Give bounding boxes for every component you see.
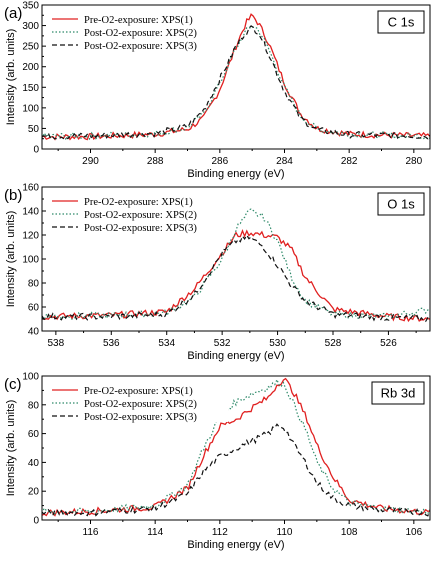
panel-1: (a) 0 50 100 150 200 250 300 350 290 288 286 284 282 2… [4, 1, 431, 180]
y-tick-label: 100 [22, 255, 39, 266]
series-line-3 [42, 423, 430, 517]
legend: Pre-O2-exposure: XPS(1) Post-O2-exposure:… [48, 9, 228, 52]
core-level-box [377, 10, 425, 34]
core-level-box [371, 381, 425, 405]
x-tick-label: 530 [269, 338, 286, 349]
legend-label-1: Pre-O2-exposure: XPS(1) [84, 15, 193, 26]
x-tick-label: 284 [276, 156, 293, 167]
x-axis-title: Binding energy (eV) [187, 539, 284, 551]
y-tick-label: 350 [22, 1, 39, 12]
x-tick-label: 536 [103, 338, 120, 349]
core-level-box [377, 192, 425, 216]
x-tick-label: 280 [405, 156, 422, 167]
x-tick-label: 526 [380, 338, 397, 349]
y-tick-label: 20 [28, 487, 40, 498]
legend: Pre-O2-exposure: XPS(1) Post-O2-exposure:… [48, 380, 228, 423]
y-tick-label: 100 [22, 372, 39, 383]
legend-label-3: Post-O2-exposure: XPS(3) [84, 41, 197, 52]
core-level-label: C 1s [388, 15, 415, 30]
series-line-1 [42, 229, 430, 323]
y-tick-label: 140 [22, 207, 39, 218]
x-tick-label: 290 [82, 156, 99, 167]
y-tick-label: 150 [22, 83, 39, 94]
core-level-label: O 1s [387, 197, 415, 212]
y-tick-label: 160 [22, 183, 39, 194]
series-group [42, 377, 430, 517]
x-tick-label: 282 [341, 156, 358, 167]
y-tick-label: 50 [28, 124, 40, 135]
y-tick-label: 40 [28, 327, 40, 338]
legend-label-2: Post-O2-exposure: XPS(2) [84, 28, 197, 39]
series-line-1 [42, 377, 430, 517]
legend-label-2: Post-O2-exposure: XPS(2) [84, 399, 197, 410]
legend-label-3: Post-O2-exposure: XPS(3) [84, 412, 197, 423]
y-axis-title: Intensity (arb. units) [5, 29, 17, 126]
y-tick-label: 60 [28, 303, 40, 314]
series-line-2 [42, 378, 430, 515]
series-line-3 [42, 25, 430, 140]
legend-background [48, 191, 228, 233]
y-tick-label: 80 [28, 279, 40, 290]
panel-label: (c) [4, 376, 22, 393]
series-group [42, 208, 430, 323]
legend-label-3: Post-O2-exposure: XPS(3) [84, 223, 197, 234]
legend-label-1: Pre-O2-exposure: XPS(1) [84, 197, 193, 208]
panel-label: (a) [4, 5, 22, 22]
x-tick-label: 106 [405, 527, 422, 538]
y-tick-label: 200 [22, 62, 39, 73]
panel-label: (b) [4, 187, 22, 204]
legend-label-1: Pre-O2-exposure: XPS(1) [84, 386, 193, 397]
legend-label-2: Post-O2-exposure: XPS(2) [84, 210, 197, 221]
x-tick-label: 112 [212, 527, 228, 538]
series-group [42, 13, 430, 141]
y-tick-label: 60 [28, 429, 40, 440]
panel-2: (b) 40 60 80 100 120 140 160 538 536 534 532 530 528 5… [4, 183, 431, 362]
y-tick-label: 0 [33, 516, 39, 527]
x-tick-label: 534 [158, 338, 175, 349]
y-tick-label: 0 [33, 145, 39, 156]
y-tick-label: 250 [22, 42, 39, 53]
x-tick-label: 108 [341, 527, 358, 538]
y-axis-title: Intensity (arb. units) [5, 211, 17, 308]
y-axis-title: Intensity (arb. units) [5, 400, 17, 497]
x-axis-title: Binding energy (eV) [187, 168, 284, 180]
y-tick-label: 40 [28, 458, 40, 469]
core-level-label: Rb 3d [381, 386, 416, 401]
x-axis-title: Binding energy (eV) [187, 350, 284, 362]
x-tick-label: 528 [325, 338, 342, 349]
x-tick-label: 286 [211, 156, 228, 167]
y-tick-label: 300 [22, 21, 39, 32]
x-tick-label: 116 [83, 527, 99, 538]
x-tick-label: 114 [147, 527, 163, 538]
legend: Pre-O2-exposure: XPS(1) Post-O2-exposure:… [48, 191, 228, 234]
x-tick-label: 532 [214, 338, 231, 349]
legend-background [48, 380, 228, 422]
panel-3: (c) 0 20 40 60 80 100 116 114 112 110 108 106 Binding… [4, 372, 431, 551]
y-tick-label: 80 [28, 400, 40, 411]
x-tick-label: 538 [48, 338, 65, 349]
y-tick-label: 100 [22, 103, 39, 114]
legend-background [48, 9, 228, 51]
series-line-3 [42, 234, 430, 323]
y-tick-label: 120 [22, 231, 39, 242]
x-tick-label: 110 [277, 527, 293, 538]
series-line-2 [42, 208, 430, 321]
series-line-1 [42, 13, 430, 141]
x-tick-label: 288 [147, 156, 164, 167]
